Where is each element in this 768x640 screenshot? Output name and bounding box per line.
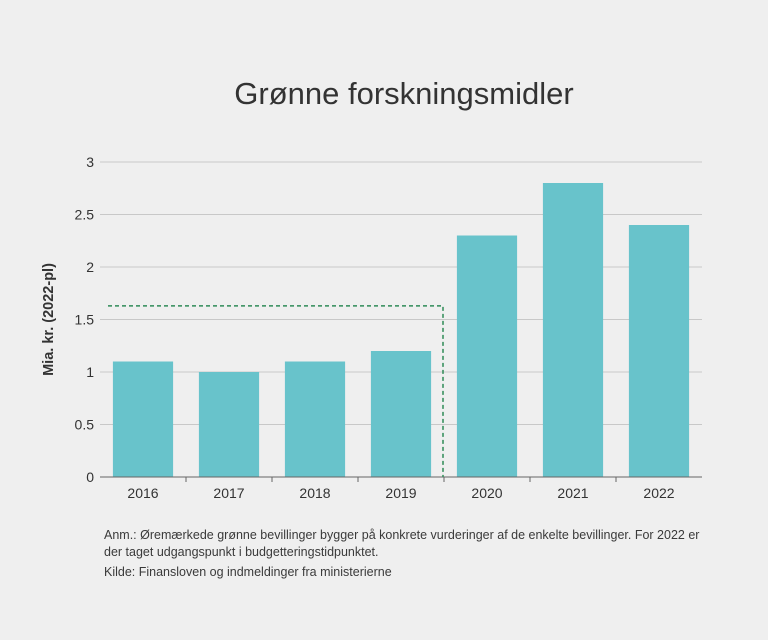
source-text: Kilde: Finansloven og indmeldinger fra m… (104, 565, 392, 579)
bar-2017 (198, 372, 260, 477)
y-tick-label: 3 (86, 154, 94, 170)
bar-2016 (112, 361, 174, 477)
bar-2022 (628, 225, 690, 477)
y-tick-label: 0 (86, 469, 94, 485)
x-tick-label: 2018 (299, 485, 330, 501)
annotation-text: Anm.: Øremærkede grønne bevillinger bygg… (104, 528, 700, 559)
x-tick-label: 2020 (471, 485, 502, 501)
y-axis-label: Mia. kr. (2022-pl) (41, 263, 57, 376)
y-tick-label: 2.5 (75, 207, 95, 223)
x-tick-label: 2016 (127, 485, 158, 501)
y-tick-label: 1 (86, 364, 94, 380)
x-tick-label: 2022 (643, 485, 674, 501)
highlight-dashed-bracket (108, 305, 444, 477)
y-tick-label: 2 (86, 259, 94, 275)
bar-2020 (456, 235, 518, 477)
bar-2019 (370, 351, 432, 477)
bar-2021 (542, 183, 604, 477)
y-tick-label: 1.5 (75, 312, 95, 328)
chart-notes: Anm.: Øremærkede grønne bevillinger bygg… (104, 527, 704, 581)
y-tick-label: 0.5 (75, 417, 95, 433)
bar-2018 (284, 361, 346, 477)
bar-chart: Grønne forskningsmidler 0 0.5 1 1.5 2 2.5 3 Mia.… (41, 76, 702, 501)
x-tick-label: 2017 (213, 485, 244, 501)
x-tick-label: 2021 (557, 485, 588, 501)
chart-title: Grønne forskningsmidler (234, 76, 573, 111)
x-tick-label: 2019 (385, 485, 416, 501)
